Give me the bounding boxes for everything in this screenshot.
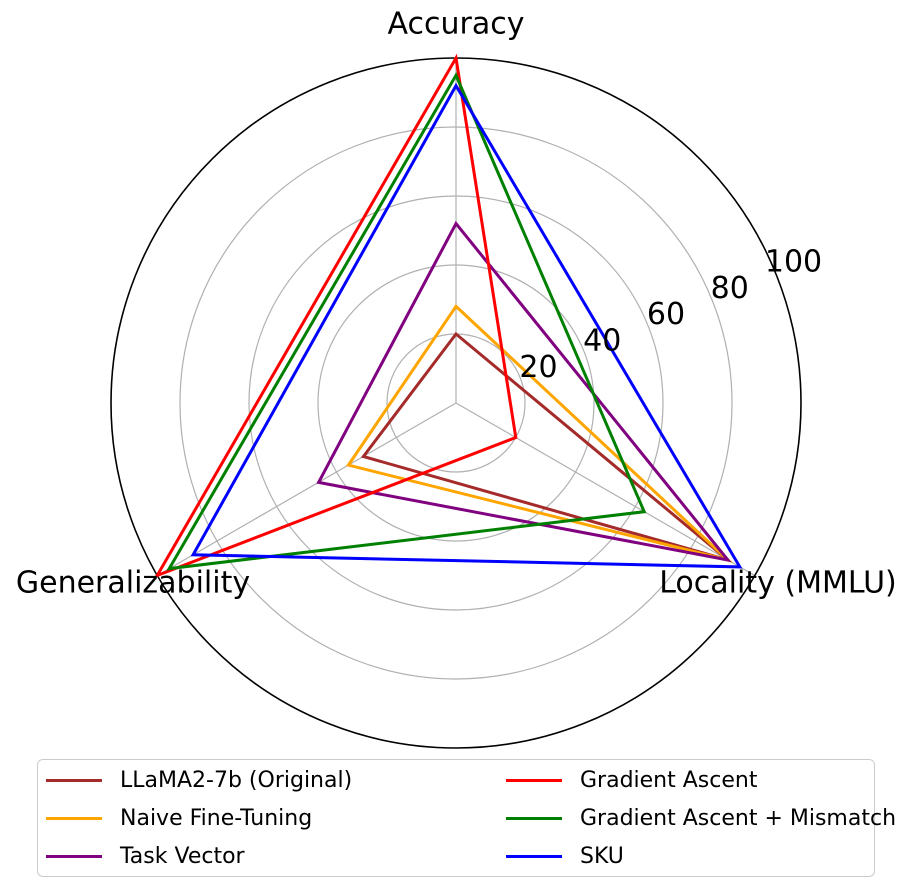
spoke-1 bbox=[455, 402, 756, 577]
legend-item: Gradient Ascent bbox=[506, 762, 757, 798]
legend-item: Gradient Ascent + Mismatch bbox=[506, 800, 896, 836]
axis-label-2: Generalizability bbox=[16, 566, 250, 601]
series-line-5 bbox=[190, 82, 743, 569]
legend-swatch bbox=[506, 854, 562, 858]
axis-label-0: Accuracy bbox=[388, 7, 525, 42]
axis-label-1: Locality (MMLU) bbox=[659, 566, 897, 601]
legend-label: Gradient Ascent + Mismatch bbox=[580, 805, 897, 831]
series-line-0 bbox=[360, 331, 729, 562]
legend-item: Naive Fine-Tuning bbox=[46, 800, 312, 836]
radial-tick-label: 40 bbox=[583, 324, 621, 359]
label-layer: 20 40 60 80 100 Accuracy Locality (MMLU) Genera… bbox=[16, 7, 897, 601]
legend-label: Naive Fine-Tuning bbox=[120, 805, 313, 831]
legend-item: SKU bbox=[506, 838, 624, 874]
series-line-4 bbox=[166, 71, 647, 571]
legend-swatch bbox=[506, 816, 562, 820]
legend-label: Task Vector bbox=[120, 843, 245, 869]
legend: LLaMA2-7b (Original) Naive Fine-Tuning Tas… bbox=[37, 759, 896, 877]
radial-tick-label: 100 bbox=[765, 244, 822, 279]
legend-swatch bbox=[506, 778, 562, 782]
legend-swatch bbox=[46, 854, 102, 858]
grid-layer bbox=[110, 57, 802, 749]
radial-tick-label: 60 bbox=[647, 297, 685, 332]
legend-label: LLaMA2-7b (Original) bbox=[120, 767, 353, 793]
series-line-3 bbox=[153, 53, 518, 579]
radial-tick-label: 80 bbox=[711, 271, 749, 306]
series-layer bbox=[153, 53, 743, 579]
legend-item: Task Vector bbox=[46, 838, 245, 874]
series-line-1 bbox=[345, 304, 734, 563]
legend-swatch bbox=[46, 778, 102, 782]
legend-label: SKU bbox=[580, 843, 624, 869]
radial-tick-label: 20 bbox=[519, 350, 557, 385]
legend-swatch bbox=[46, 816, 102, 820]
legend-item: LLaMA2-7b (Original) bbox=[46, 762, 352, 798]
spoke-2 bbox=[156, 402, 457, 577]
legend-label: Gradient Ascent bbox=[580, 767, 758, 793]
